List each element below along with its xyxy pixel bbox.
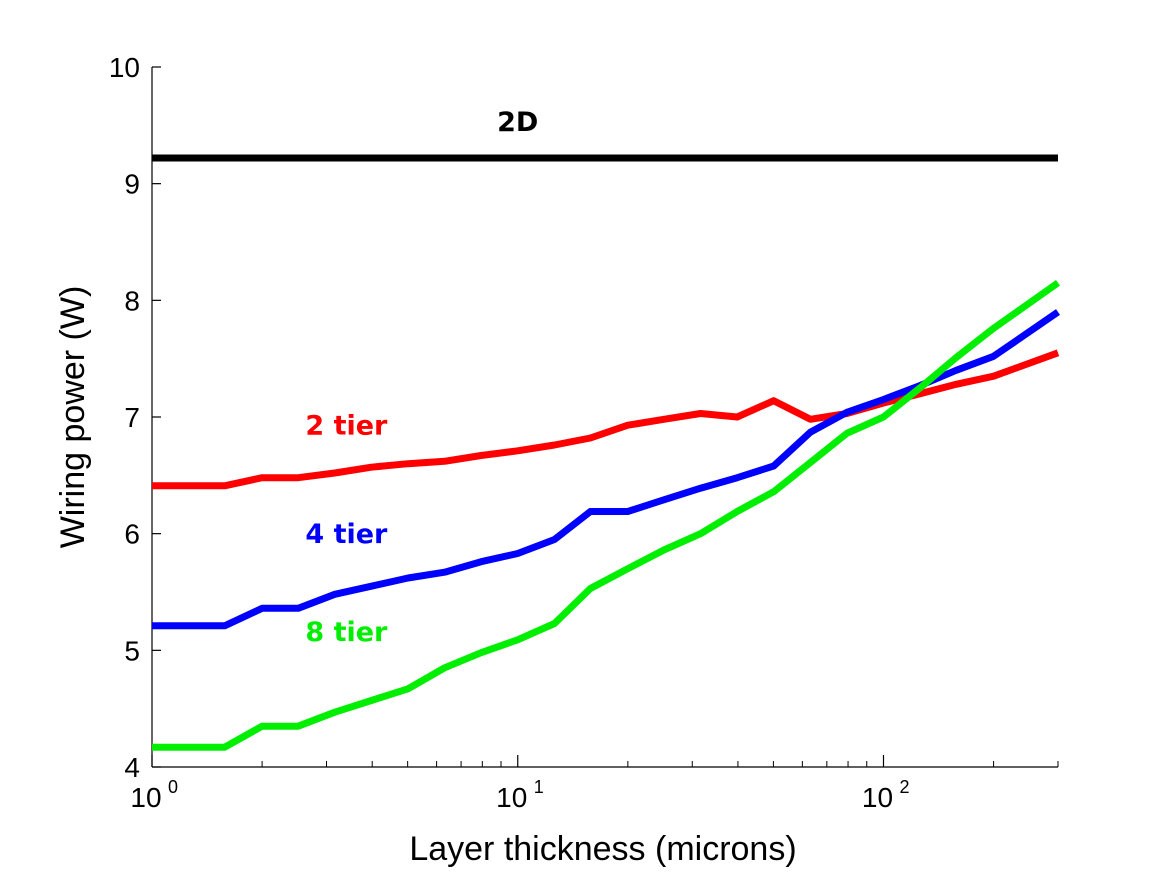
y-tick-label: 6	[124, 519, 140, 550]
series-annotations: 2D 2 tier 4 tier 8 tier	[305, 107, 538, 648]
series-annotation: 8 tier	[305, 617, 388, 648]
series-lines	[152, 154, 1061, 751]
series-line-8-tier	[152, 279, 1061, 751]
series-annotation: 4 tier	[305, 519, 388, 550]
x-tick-label: 10	[862, 782, 893, 813]
x-ticks: 10 0 10 1 10 2	[130, 755, 1059, 813]
series-line-2-tier	[152, 349, 1060, 490]
x-tick-label: 10	[130, 782, 161, 813]
series-line-4-tier	[152, 309, 1060, 630]
axes-box	[151, 67, 1058, 768]
series-annotation: 2 tier	[305, 411, 388, 442]
x-tick-label: 10	[496, 782, 527, 813]
series-annotation: 2D	[497, 107, 538, 138]
x-tick-exponent: 1	[534, 777, 544, 797]
y-tick-label: 5	[124, 635, 140, 666]
y-tick-label: 10	[109, 52, 140, 83]
y-ticks: 4 5 6 7 8 9 10	[109, 52, 161, 783]
y-tick-label: 8	[124, 285, 140, 316]
x-axis-label: Layer thickness (microns)	[409, 830, 796, 868]
x-tick-exponent: 2	[899, 777, 909, 797]
y-tick-label: 4	[124, 752, 140, 783]
x-tick-exponent: 0	[168, 777, 178, 797]
y-tick-label: 9	[124, 169, 140, 200]
y-tick-label: 7	[124, 402, 140, 433]
y-axis-label: Wiring power (W)	[54, 286, 92, 549]
